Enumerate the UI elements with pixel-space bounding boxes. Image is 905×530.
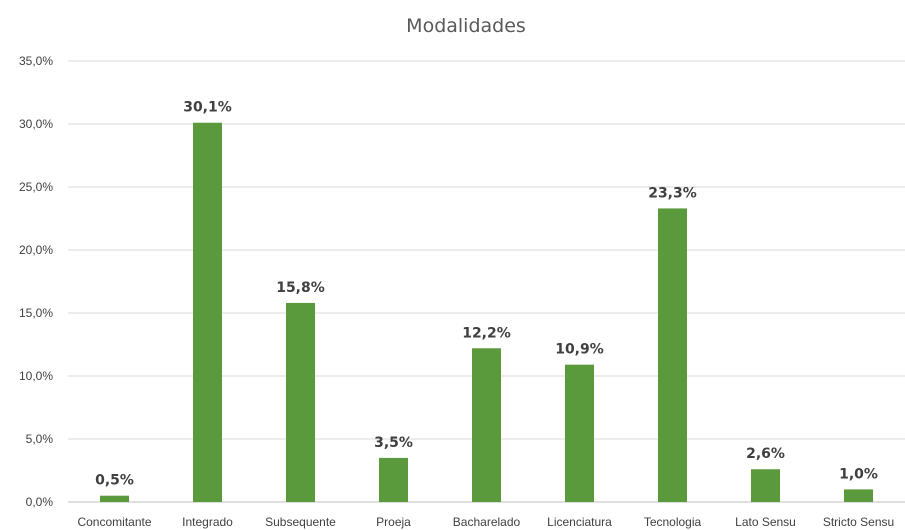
bar-proeja	[379, 457, 408, 502]
data-label: 1,0%	[839, 466, 878, 482]
y-tick-label: 25,0%	[19, 180, 53, 194]
y-axis-tick-labels: 0,0% 5,0% 10,0% 15,0% 20,0% 25,0% 30,0% 35,0%	[19, 54, 53, 509]
bar-licenciatura	[565, 364, 594, 502]
y-tick-label: 15,0%	[19, 306, 53, 320]
bar-stricto-sensu	[844, 489, 873, 502]
x-axis-category-labels: Concomitante Integrado Subsequente Proeja Ba…	[77, 515, 894, 529]
bar-subsequente	[286, 302, 315, 502]
y-tick-label: 30,0%	[19, 117, 53, 131]
category-label: Lato Sensu	[735, 515, 796, 529]
data-label: 12,2%	[462, 325, 511, 341]
bar-concomitante	[100, 495, 129, 502]
bar-lato-sensu	[751, 469, 780, 502]
category-label: Tecnologia	[644, 515, 702, 529]
category-label: Integrado	[182, 515, 233, 529]
category-label: Licenciatura	[547, 515, 612, 529]
data-label: 15,8%	[276, 280, 325, 296]
bar-bacharelado	[472, 348, 501, 502]
chart-title: Modalidades	[406, 15, 526, 37]
y-tick-label: 0,0%	[26, 495, 54, 509]
y-tick-label: 5,0%	[26, 432, 54, 446]
category-label: Stricto Sensu	[823, 515, 894, 529]
data-label: 0,5%	[95, 473, 134, 489]
bar-tecnologia	[658, 208, 687, 503]
data-label: 23,3%	[648, 185, 697, 201]
category-label: Concomitante	[77, 515, 151, 529]
data-label: 2,6%	[746, 446, 785, 462]
data-label: 10,9%	[555, 342, 604, 358]
data-labels: 0,5% 30,1% 15,8% 3,5% 12,2% 10,9% 23,3% 2,6% 1,0…	[95, 100, 878, 489]
bar-integrado	[193, 122, 222, 503]
y-tick-label: 20,0%	[19, 243, 53, 257]
data-label: 3,5%	[374, 435, 413, 451]
category-label: Subsequente	[265, 515, 336, 529]
category-label: Bacharelado	[453, 515, 521, 529]
category-label: Proeja	[376, 515, 411, 529]
y-tick-label: 10,0%	[19, 369, 53, 383]
bars	[100, 122, 873, 503]
data-label: 30,1%	[183, 100, 232, 116]
y-tick-label: 35,0%	[19, 54, 53, 68]
